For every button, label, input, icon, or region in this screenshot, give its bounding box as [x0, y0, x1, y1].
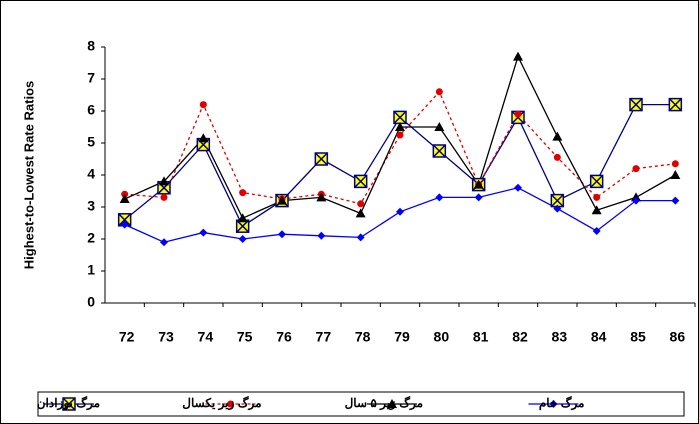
- legend-label: مرگ زیر یکسال: [182, 395, 261, 411]
- point: [199, 228, 208, 237]
- point: [356, 233, 365, 242]
- point: [670, 170, 681, 179]
- point: [277, 195, 287, 205]
- legend-label: مرگ نوزادان: [37, 395, 100, 411]
- point: [353, 174, 368, 189]
- y-tick-label: 1: [87, 262, 95, 278]
- point: [396, 131, 404, 139]
- y-tick-label: 0: [87, 294, 95, 310]
- point: [393, 110, 407, 125]
- point: [316, 192, 327, 202]
- point: [514, 183, 522, 192]
- point: [434, 122, 445, 131]
- point: [629, 97, 643, 112]
- point: [199, 101, 207, 109]
- point: [237, 213, 248, 223]
- point: [632, 196, 640, 205]
- point: [671, 160, 679, 168]
- point: [553, 153, 561, 161]
- point: [513, 51, 523, 61]
- x-tick-label: 84: [591, 329, 607, 345]
- legend-marker: [62, 397, 76, 411]
- point: [159, 176, 169, 186]
- y-tick-label: 3: [87, 198, 95, 214]
- y-tick-label: 6: [87, 102, 95, 118]
- x-tick-label: 80: [434, 329, 450, 345]
- point: [474, 193, 483, 202]
- point: [553, 204, 562, 213]
- point: [396, 207, 404, 216]
- x-tick-label: 76: [276, 329, 292, 345]
- x-tick-label: 75: [237, 329, 253, 345]
- point: [473, 179, 484, 189]
- point: [160, 193, 168, 201]
- legend-label: مرگ خام: [539, 395, 585, 411]
- point: [357, 200, 365, 208]
- legend-box: [37, 391, 685, 417]
- point: [120, 220, 129, 229]
- y-tick-label: 4: [87, 166, 95, 182]
- x-tick-label: 85: [630, 329, 646, 345]
- x-tick-label: 74: [198, 329, 214, 345]
- point: [238, 235, 247, 243]
- x-tick-label: 77: [316, 329, 332, 345]
- x-tick-label: 81: [473, 329, 489, 345]
- x-tick-label: 78: [355, 329, 371, 345]
- point: [314, 152, 329, 166]
- point: [278, 230, 286, 239]
- point: [119, 194, 130, 203]
- point: [235, 219, 250, 233]
- point: [435, 193, 444, 202]
- point: [632, 165, 640, 173]
- y-tick-label: 8: [87, 38, 95, 54]
- point: [239, 189, 247, 197]
- legend-label: مرگ زیر ۵ سال: [345, 395, 423, 411]
- x-tick-label: 82: [512, 329, 528, 345]
- y-tick-label: 2: [87, 230, 95, 246]
- point: [671, 196, 680, 205]
- x-tick-label: 72: [119, 329, 135, 345]
- legend-marker: [227, 400, 234, 408]
- point: [432, 144, 447, 158]
- x-tick-label: 86: [670, 329, 686, 345]
- point: [593, 193, 601, 201]
- legend-marker: [387, 399, 397, 408]
- point: [355, 208, 366, 218]
- x-tick-label: 79: [394, 329, 410, 345]
- point: [589, 174, 604, 189]
- point: [592, 227, 601, 235]
- point: [117, 213, 132, 227]
- point: [668, 97, 683, 112]
- point: [198, 133, 209, 143]
- point: [395, 122, 405, 131]
- legend-marker: [549, 400, 558, 408]
- point: [160, 238, 168, 247]
- point: [317, 231, 326, 240]
- point: [514, 110, 522, 118]
- y-axis-label: Highest-to-Lowest Rate Ratios: [21, 81, 36, 270]
- x-tick-label: 83: [552, 329, 568, 345]
- x-tick-label: 73: [158, 329, 174, 345]
- point: [591, 205, 602, 215]
- y-tick-label: 5: [87, 134, 95, 150]
- y-tick-label: 7: [87, 70, 95, 86]
- point: [435, 88, 443, 96]
- point: [552, 131, 563, 141]
